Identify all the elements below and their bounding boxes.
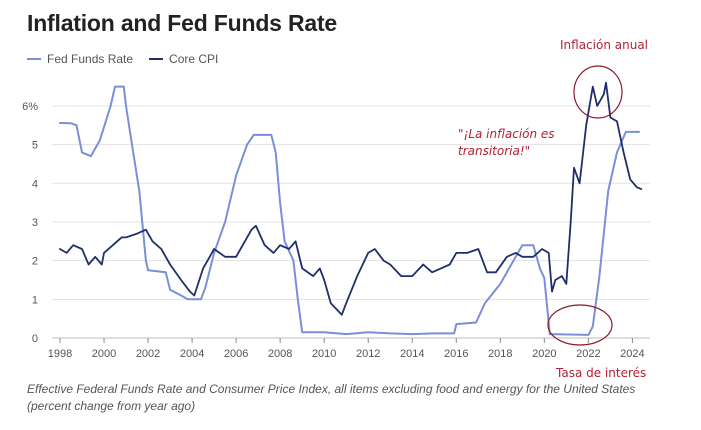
- fed-funds-rate-line[interactable]: [59, 85, 640, 336]
- x-tick-label: 1998: [48, 348, 72, 360]
- legend-swatch-core-cpi: [149, 58, 164, 60]
- x-tick-label: 2014: [400, 348, 424, 360]
- y-tick-label: 2: [32, 256, 38, 268]
- annotations: [547, 65, 623, 346]
- legend-label-core-cpi: Core CPI: [169, 52, 219, 66]
- x-tick-label: 2022: [576, 348, 600, 360]
- y-tick-label: 3: [32, 217, 38, 229]
- annotation-rate-label: Tasa de interés: [556, 366, 647, 380]
- legend-item-core-cpi[interactable]: Core CPI: [149, 52, 218, 66]
- x-tick-label: 2002: [136, 348, 160, 360]
- y-tick-label: 4: [32, 178, 38, 190]
- y-axis-ticks: 0 1 2 3 4 5 6%: [22, 101, 38, 345]
- x-tick-label: 2004: [180, 348, 204, 360]
- chart-legend: Fed Funds Rate Core CPI: [27, 52, 234, 66]
- x-tick-label: 2024: [620, 348, 644, 360]
- x-tick-label: 2020: [532, 348, 556, 360]
- rate-low-circle: [547, 304, 613, 346]
- series-lines: [59, 81, 643, 336]
- y-tick-label: 0: [32, 333, 38, 345]
- legend-swatch-fed-funds: [27, 58, 41, 60]
- y-tick-label: 5: [32, 140, 38, 152]
- x-tick-label: 2006: [224, 348, 248, 360]
- x-tick-label: 2008: [268, 348, 292, 360]
- gridlines: [52, 105, 650, 339]
- x-tick-label: 2000: [92, 348, 116, 360]
- annotation-inflation-label: Inflación anual: [560, 38, 649, 52]
- x-axis-ticks: 1998 2000 2002 2004 2006 2008 2010 2012 2014 2016…: [48, 338, 645, 360]
- annotation-quote: "¡La inflación es transitoria!": [458, 127, 555, 158]
- x-tick-label: 2010: [312, 348, 336, 360]
- chart-title: Inflation and Fed Funds Rate: [27, 10, 338, 36]
- y-tick-label: 6%: [22, 101, 38, 113]
- inflation-peak-circle: [573, 65, 623, 119]
- chart-caption: Effective Federal Funds Rate and Consume…: [27, 382, 636, 413]
- legend-label-fed-funds: Fed Funds Rate: [47, 52, 134, 66]
- core-cpi-line[interactable]: [59, 81, 643, 316]
- x-tick-label: 2012: [356, 348, 380, 360]
- legend-item-fed-funds[interactable]: Fed Funds Rate: [27, 52, 133, 66]
- x-tick-label: 2018: [488, 348, 512, 360]
- y-tick-label: 1: [32, 294, 38, 306]
- x-tick-label: 2016: [444, 348, 468, 360]
